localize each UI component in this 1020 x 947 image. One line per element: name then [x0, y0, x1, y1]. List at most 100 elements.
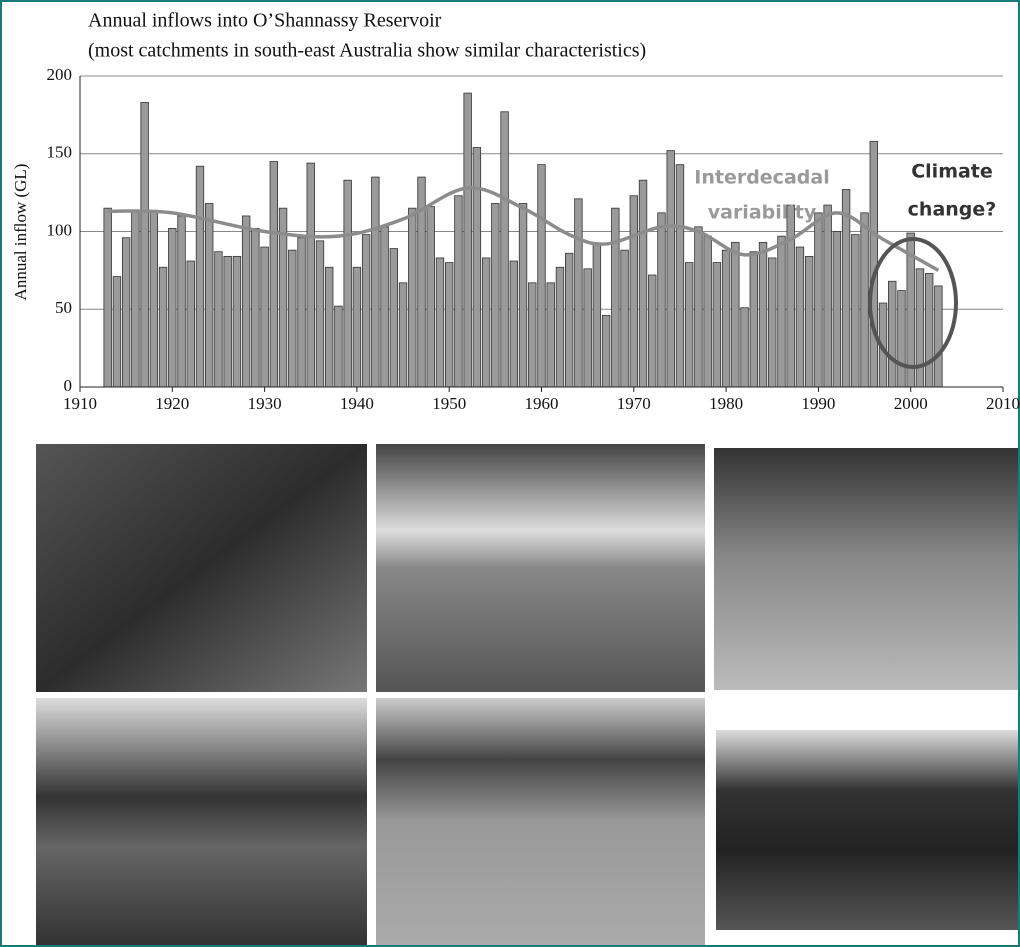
bar	[501, 112, 509, 387]
bar	[556, 267, 564, 387]
bar	[473, 148, 481, 387]
bar	[344, 180, 352, 387]
bar	[270, 162, 278, 387]
bar	[658, 213, 666, 387]
bar	[833, 232, 841, 388]
bar	[390, 249, 398, 387]
bar	[445, 263, 453, 387]
bar	[381, 227, 389, 387]
bar	[122, 238, 130, 387]
bar	[372, 177, 380, 387]
bar	[704, 236, 712, 387]
bar	[768, 258, 776, 387]
bar	[547, 283, 555, 387]
bar	[252, 228, 260, 387]
bar	[630, 196, 638, 387]
bar	[113, 277, 121, 387]
bar	[289, 250, 297, 387]
bar	[104, 208, 112, 387]
annotation: Interdecadal	[694, 167, 829, 189]
bar	[224, 256, 232, 387]
bar	[584, 269, 592, 387]
bar	[612, 208, 620, 387]
chart-title: Annual inflows into O’Shannassy Reservoi…	[88, 10, 442, 32]
x-tick-label: 1940	[340, 394, 374, 413]
y-tick-label: 100	[47, 220, 73, 239]
y-tick-label: 150	[47, 143, 73, 162]
bar	[242, 216, 250, 387]
bar	[741, 308, 749, 387]
bar	[898, 291, 906, 387]
photo	[36, 444, 367, 692]
bar	[150, 211, 158, 387]
bar	[621, 250, 629, 387]
bar	[436, 258, 444, 387]
bar	[750, 252, 758, 387]
bar	[519, 204, 527, 387]
bar	[187, 261, 195, 387]
bar	[695, 227, 703, 387]
bar	[713, 263, 721, 387]
chart-subtitle: (most catchments in south-east Australia…	[88, 40, 646, 62]
y-tick-label: 0	[64, 376, 73, 395]
bar	[159, 267, 167, 387]
photo	[716, 730, 1018, 930]
bar	[815, 213, 823, 387]
x-tick-label: 1920	[155, 394, 189, 413]
x-tick-label: 2010	[986, 394, 1020, 413]
x-tick-label: 1970	[617, 394, 651, 413]
bar	[362, 235, 370, 387]
x-tick-label: 1930	[248, 394, 282, 413]
photo	[376, 698, 705, 945]
bar	[842, 190, 850, 387]
bar	[307, 163, 315, 387]
bar	[639, 180, 647, 387]
photo	[36, 698, 367, 945]
bar	[353, 267, 361, 387]
bar	[464, 93, 472, 387]
bar	[261, 247, 269, 387]
bar	[732, 242, 740, 387]
bar	[132, 211, 140, 387]
bar	[335, 306, 343, 387]
bar	[427, 207, 435, 387]
bar	[510, 261, 518, 387]
bar	[759, 242, 767, 387]
bar	[575, 199, 583, 387]
y-tick-label: 50	[55, 298, 72, 317]
bar	[565, 253, 573, 387]
bar	[196, 166, 204, 387]
bar	[722, 250, 730, 387]
x-tick-label: 2000	[894, 394, 928, 413]
bar	[455, 196, 463, 387]
bar	[916, 269, 924, 387]
bar	[325, 267, 333, 387]
bar	[870, 141, 878, 387]
bar	[298, 238, 306, 387]
bar	[888, 281, 896, 387]
bar	[538, 165, 546, 387]
bar	[861, 213, 869, 387]
bar	[408, 208, 416, 387]
chart: Annual inflows into O’Shannassy Reservoi…	[0, 0, 1020, 947]
photo	[376, 444, 705, 692]
x-tick-label: 1980	[709, 394, 743, 413]
y-tick-label: 200	[47, 65, 73, 84]
annotation: Climate	[911, 161, 993, 183]
annotation: change?	[908, 199, 997, 221]
y-axis-label: Annual inflow (GL)	[11, 164, 30, 301]
bar	[492, 204, 500, 387]
bar	[215, 252, 223, 387]
bar	[685, 263, 693, 387]
annotation: variability	[708, 202, 817, 224]
bar	[169, 228, 177, 387]
bar	[528, 283, 536, 387]
bar	[778, 236, 786, 387]
bar	[852, 235, 860, 387]
x-tick-label: 1910	[63, 394, 97, 413]
bar	[925, 273, 933, 387]
bar	[593, 244, 601, 387]
bar	[824, 205, 832, 387]
x-tick-label: 1960	[525, 394, 559, 413]
bar	[935, 286, 943, 387]
